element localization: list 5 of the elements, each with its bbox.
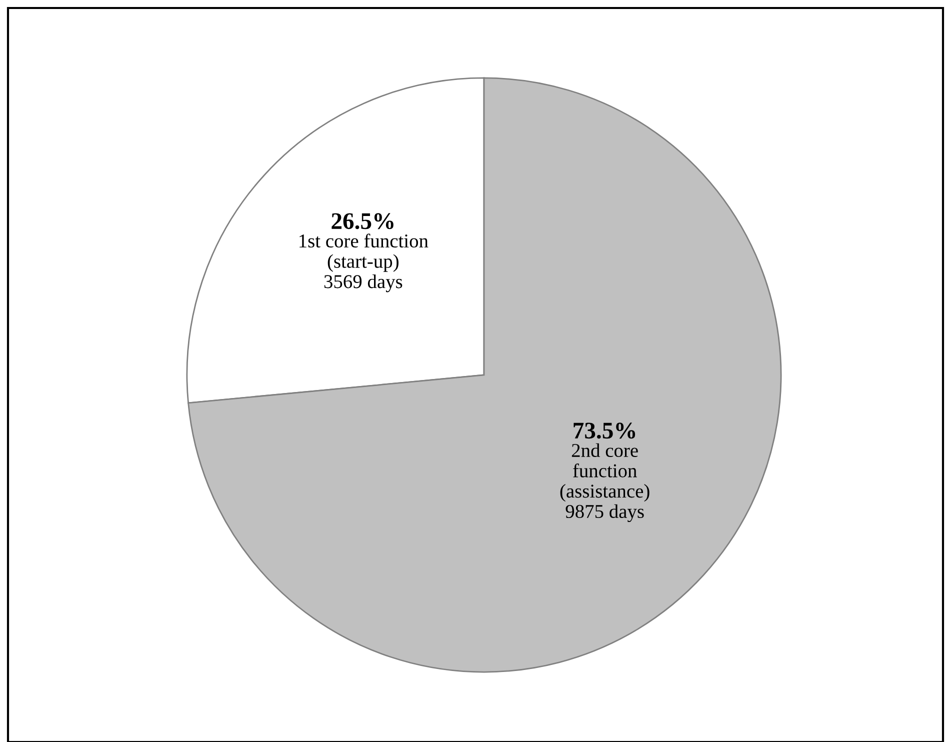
data-label: 73.5% (574, 422, 636, 439)
slice-label: 2nd core function (assistance) 9875 days (560, 443, 650, 522)
data-label: 26.5% (332, 213, 394, 230)
slice-label: 1st core function (start-up) 3569 days (300, 234, 428, 292)
pie-slice (188, 77, 782, 673)
